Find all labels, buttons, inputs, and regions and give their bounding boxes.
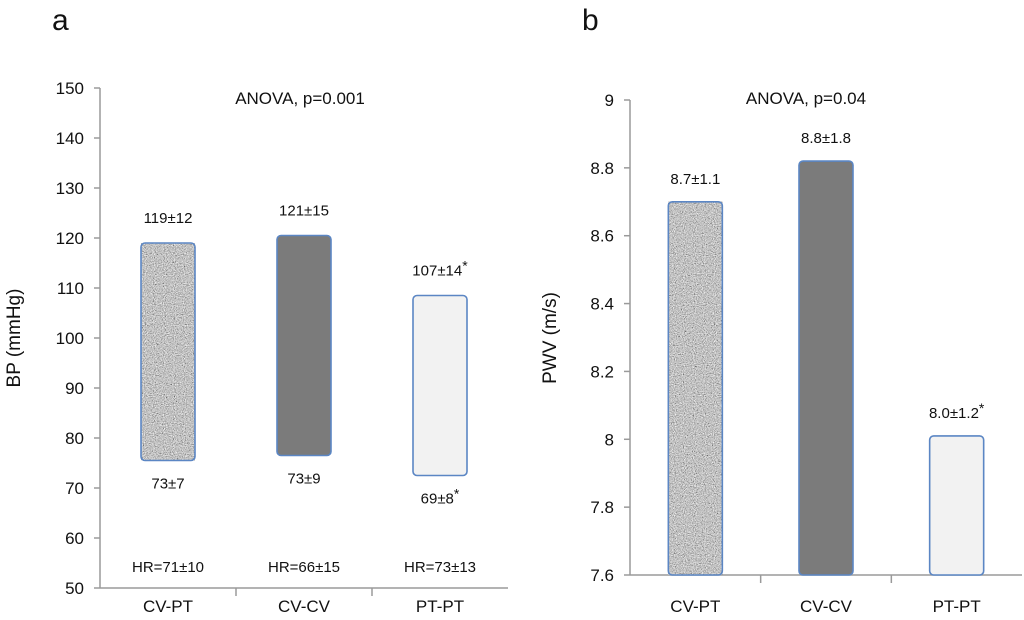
panel-b-bar-cv-pt-texture [668,201,723,576]
panel-b-category-label: CV-CV [800,597,853,616]
panel-a-y-tick-label: 90 [65,379,84,398]
panel-b-y-tick-label: 8.4 [590,295,614,314]
panel-a-y-tick-label: 120 [56,229,84,248]
panel-a-anova-annotation: ANOVA, p=0.001 [235,89,365,108]
panel-a-category-label: CV-PT [143,597,193,616]
panel-a-bar-cv-cv-border [276,234,332,457]
panel-b-bar-cv-cv-border [798,160,854,576]
panel-b-y-axis-title: PWV (m/s) [540,292,561,384]
panel-a-top-label: 121±15 [279,203,329,220]
panel-a-bar-pt-pt [412,294,468,477]
panel-b-y-tick-label: 8.8 [590,159,614,178]
panel-b-bar-cv-cv [798,160,854,576]
panel-a-bottom-label: 73±7 [151,476,184,493]
panel-a-bar-pt-pt-fill [413,295,467,476]
panel-b-y-tick-label: 8.2 [590,362,614,381]
panel-b-bar-cv-pt-border [667,200,724,576]
panel-b-bar-pt-pt-border [928,435,985,576]
panel-a-y-tick-label: 110 [57,279,84,298]
panel-a-hr-label: HR=66±15 [268,559,340,576]
panel-a-y-tick-label: 60 [65,529,84,548]
panel-b-anova-annotation: ANOVA, p=0.04 [746,89,866,108]
panel-a-bottom-label: 69±8* [421,486,460,508]
panel-b-y-tick-label: 7.8 [590,498,614,517]
panel-b-bar-pt-pt-fill [929,435,984,575]
panel-a-category-label: CV-CV [278,597,331,616]
panel-b-letter: b [582,4,599,37]
panel-a-top-label: 119±12 [144,210,193,227]
panel-a-plot: 50 60 70 80 90 100 110 120 130 140 150 119±12 73±7 HR… [56,79,508,616]
panel-a-top-label: 107±14* [412,258,468,280]
panel-b-bar-pt-pt [928,435,985,576]
panel-b-value-label: 8.0±1.2* [929,400,985,422]
panel-b-y-tick-label: 8 [605,430,614,449]
panel-a-bar-cv-pt [140,242,196,462]
panel-a-hr-label: HR=71±10 [132,559,204,576]
panel-a-y-tick-label: 80 [65,429,84,448]
panel-a-y-tick-label: 150 [56,79,84,98]
panel-a-bar-cv-pt-border [140,242,196,462]
panel-a-bar-pt-pt-border [412,294,468,477]
panel-b-value-label: 8.7±1.1 [670,171,720,188]
panel-a-bar-cv-cv [276,234,332,457]
panel-b-value-label: 8.8±1.8 [801,130,851,147]
panel-a-y-tick-label: 130 [56,179,84,198]
panel-a-bar-cv-cv-fill [277,235,331,456]
panel-a-y-tick-label: 100 [56,329,84,348]
panel-b-y-tick-label: 9 [605,91,614,110]
panel-b-y-tick-label: 8.6 [590,227,614,246]
panel-a-category-label: PT-PT [416,597,464,616]
panel-b-category-label: CV-PT [670,597,720,616]
panel-a-bar-cv-pt-texture [141,243,195,461]
panel-a-y-tick-label: 140 [56,129,84,148]
panel-b-category-label: PT-PT [933,597,981,616]
panel-b-bar-cv-cv-fill [799,161,853,576]
panel-a-y-axis-title: BP (mmHg) [4,289,25,388]
panel-b-y-tick-label: 7.6 [590,566,614,585]
panel-b-plot: 7.6 7.8 8 8.2 8.4 8.6 8.8 9 8.7±1.1 CV-PT 8.8±1.8 C… [590,91,1022,616]
panel-a-y-tick-label: 50 [65,579,84,598]
panel-a-letter: a [52,4,69,37]
panel-b-bar-cv-pt [667,200,724,576]
panel-a-hr-label: HR=73±13 [404,559,476,576]
panel-a-bottom-label: 73±9 [287,471,320,488]
panel-a-y-tick-label: 70 [65,479,84,498]
